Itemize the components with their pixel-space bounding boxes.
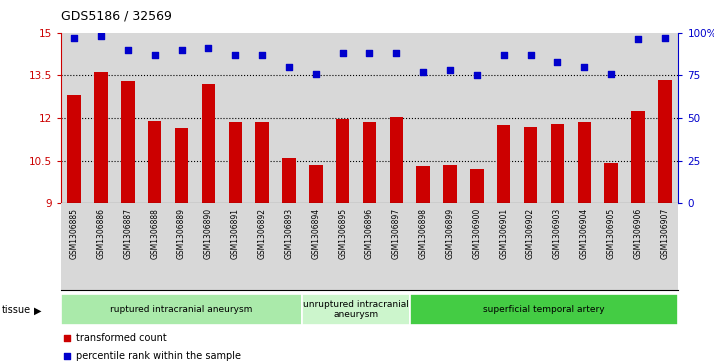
Text: GSM1306900: GSM1306900 xyxy=(473,208,481,259)
Text: GDS5186 / 32569: GDS5186 / 32569 xyxy=(61,9,171,22)
Text: GSM1306896: GSM1306896 xyxy=(365,208,374,259)
Point xyxy=(633,37,644,42)
Point xyxy=(578,64,590,70)
Text: GSM1306899: GSM1306899 xyxy=(446,208,455,259)
Bar xyxy=(605,163,618,203)
Text: GSM1306898: GSM1306898 xyxy=(418,208,428,258)
Text: transformed count: transformed count xyxy=(76,334,167,343)
Text: superficial temporal artery: superficial temporal artery xyxy=(483,305,605,314)
Bar xyxy=(336,119,349,203)
Text: GSM1306892: GSM1306892 xyxy=(258,208,266,258)
Point xyxy=(552,59,563,65)
Text: GSM1306905: GSM1306905 xyxy=(607,208,615,259)
Point xyxy=(363,50,375,56)
Text: GSM1306906: GSM1306906 xyxy=(633,208,643,259)
Point xyxy=(122,47,134,53)
Point xyxy=(149,52,161,58)
Point xyxy=(471,72,483,78)
Bar xyxy=(121,81,134,203)
Bar xyxy=(390,117,403,203)
Text: percentile rank within the sample: percentile rank within the sample xyxy=(76,351,241,362)
Point xyxy=(95,33,106,39)
Text: GSM1306901: GSM1306901 xyxy=(499,208,508,259)
Point xyxy=(337,50,348,56)
Bar xyxy=(416,166,430,203)
Text: GSM1306887: GSM1306887 xyxy=(124,208,132,258)
Text: GSM1306902: GSM1306902 xyxy=(526,208,535,259)
Text: GSM1306888: GSM1306888 xyxy=(150,208,159,258)
Bar xyxy=(256,122,268,203)
Text: GSM1306889: GSM1306889 xyxy=(177,208,186,258)
Text: GSM1306907: GSM1306907 xyxy=(660,208,669,259)
Text: ▶: ▶ xyxy=(34,305,42,315)
Text: unruptured intracranial
aneurysm: unruptured intracranial aneurysm xyxy=(303,300,409,319)
Point xyxy=(498,52,510,58)
Point xyxy=(283,64,295,70)
Text: GSM1306886: GSM1306886 xyxy=(96,208,106,258)
Point xyxy=(69,35,80,41)
Bar xyxy=(578,122,591,203)
Point xyxy=(203,45,214,51)
Bar xyxy=(410,294,678,325)
Bar xyxy=(309,165,323,203)
Bar xyxy=(61,294,302,325)
Text: GSM1306904: GSM1306904 xyxy=(580,208,589,259)
Text: GSM1306895: GSM1306895 xyxy=(338,208,347,259)
Text: GSM1306893: GSM1306893 xyxy=(284,208,293,259)
Bar xyxy=(363,122,376,203)
Text: GSM1306897: GSM1306897 xyxy=(392,208,401,259)
Point xyxy=(444,67,456,73)
Bar xyxy=(524,127,538,203)
Point xyxy=(229,52,241,58)
Point xyxy=(256,52,268,58)
Point xyxy=(605,71,617,77)
Text: ruptured intracranial aneurysm: ruptured intracranial aneurysm xyxy=(111,305,253,314)
Bar xyxy=(302,294,410,325)
Bar xyxy=(631,111,645,203)
Text: GSM1306885: GSM1306885 xyxy=(70,208,79,258)
Bar xyxy=(228,122,242,203)
Text: GSM1306891: GSM1306891 xyxy=(231,208,240,258)
Bar xyxy=(67,95,81,203)
Bar xyxy=(443,165,457,203)
Point xyxy=(659,35,670,41)
Bar xyxy=(471,169,483,203)
Bar xyxy=(148,121,161,203)
Point xyxy=(61,354,73,359)
Bar xyxy=(175,128,188,203)
Bar xyxy=(282,158,296,203)
Bar xyxy=(94,73,108,203)
Bar xyxy=(497,125,511,203)
Text: GSM1306894: GSM1306894 xyxy=(311,208,321,259)
Text: GSM1306903: GSM1306903 xyxy=(553,208,562,259)
Point xyxy=(176,47,187,53)
Text: tissue: tissue xyxy=(1,305,31,315)
Point xyxy=(61,335,73,341)
Point xyxy=(310,71,321,77)
Bar xyxy=(658,79,672,203)
Point xyxy=(391,50,402,56)
Bar xyxy=(201,84,215,203)
Bar xyxy=(550,124,564,203)
Point xyxy=(525,52,536,58)
Text: GSM1306890: GSM1306890 xyxy=(204,208,213,259)
Point xyxy=(418,69,429,75)
